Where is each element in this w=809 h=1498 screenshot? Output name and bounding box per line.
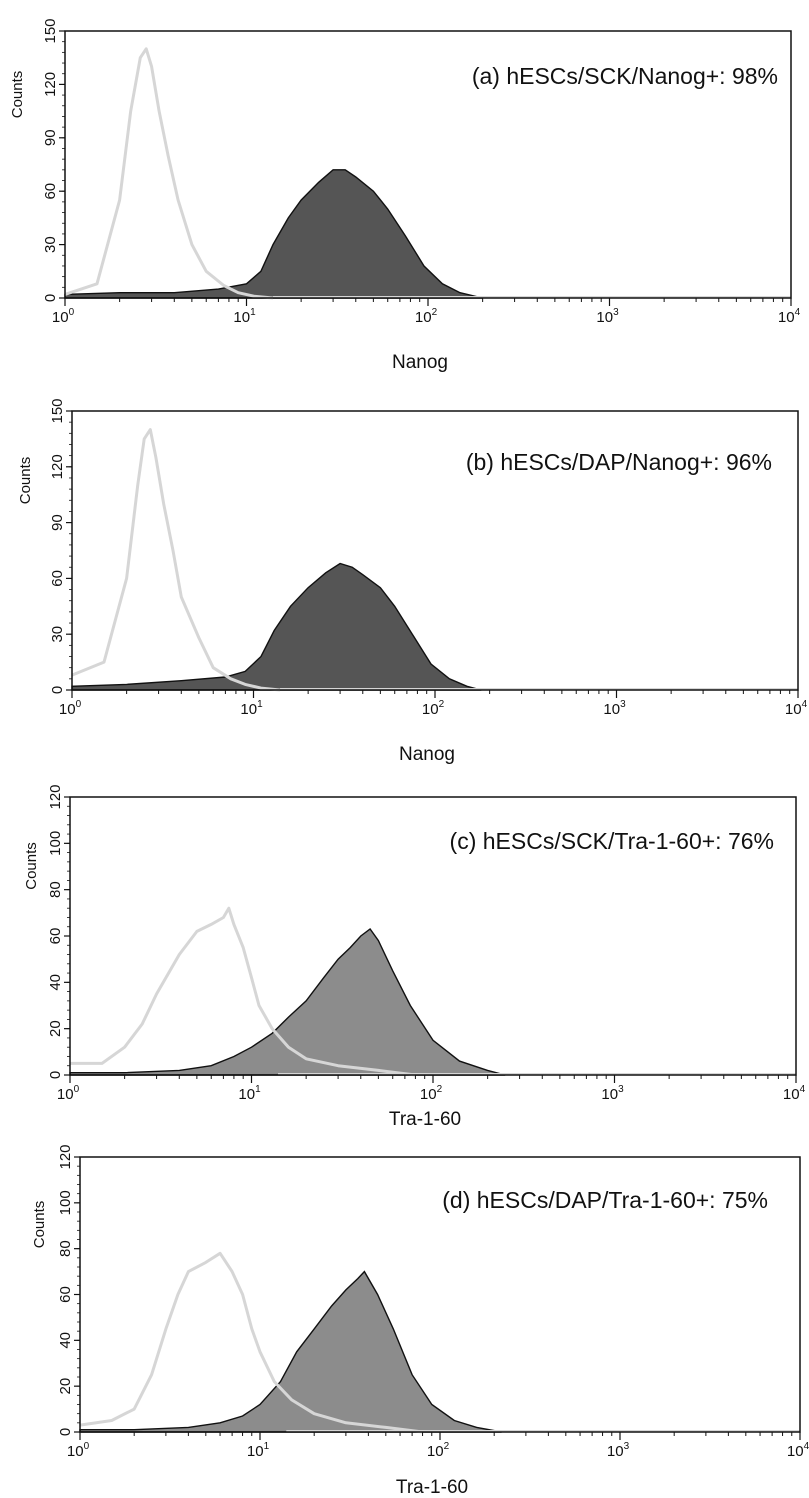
- panel-title: (c) hESCs/SCK/Tra-1-60+: 76%: [450, 828, 774, 854]
- y-tick-label: 0: [42, 294, 59, 302]
- y-tick-label: 0: [47, 1071, 64, 1079]
- control-histogram-line: [71, 428, 281, 692]
- x-tick-label: 100: [57, 1084, 80, 1103]
- y-axis-label: Counts: [23, 842, 40, 890]
- x-axis-label: Nanog: [399, 744, 455, 765]
- x-axis-label: Tra-1-60: [389, 1109, 461, 1130]
- y-tick-label: 20: [47, 1020, 64, 1037]
- y-axis-label: Counts: [17, 457, 34, 505]
- y-tick-label: 0: [57, 1428, 74, 1436]
- histogram-panel-a: 100 101 102 103 104 0 30 60 90 120 150 Counts Nanog (…: [9, 18, 801, 373]
- x-tick-label: 100: [59, 699, 82, 718]
- y-tick-label: 150: [49, 398, 66, 423]
- x-tick-label: 101: [240, 699, 263, 718]
- y-tick-label: 40: [57, 1332, 74, 1349]
- y-tick-label: 90: [42, 129, 59, 146]
- stained-histogram-area: [71, 562, 482, 691]
- panel-title: (a) hESCs/SCK/Nanog+: 98%: [472, 63, 778, 89]
- x-tick-label: 100: [52, 307, 75, 326]
- histogram-panel-c: 100 101 102 103 104 0 20 40 60 80 100 120 Counts Tra-…: [23, 784, 806, 1130]
- y-tick-label: 60: [57, 1286, 74, 1303]
- x-tick-label: 102: [420, 1084, 443, 1103]
- y-tick-label: 20: [57, 1378, 74, 1395]
- y-tick-label: 80: [57, 1240, 74, 1257]
- x-tick-label: 103: [596, 307, 619, 326]
- y-axis-label: Counts: [31, 1201, 48, 1249]
- y-tick-label: 100: [57, 1190, 74, 1215]
- y-tick-label: 0: [49, 686, 66, 694]
- histogram-panel-b: 100 101 102 103 104 0 30 60 90 120 150 Counts Nanog (…: [17, 398, 808, 765]
- y-tick-label: 100: [47, 831, 64, 856]
- x-tick-label: 102: [427, 1441, 450, 1460]
- y-tick-label: 120: [49, 454, 66, 479]
- x-tick-label: 102: [422, 699, 445, 718]
- x-tick-label: 103: [607, 1441, 630, 1460]
- y-tick-label: 60: [49, 570, 66, 587]
- x-axis-label: Nanog: [392, 352, 448, 373]
- x-tick-label: 101: [233, 307, 256, 326]
- y-tick-label: 120: [57, 1144, 74, 1169]
- y-tick-label: 120: [42, 72, 59, 97]
- control-histogram-line: [64, 47, 274, 300]
- x-tick-label: 104: [778, 307, 801, 326]
- control-histogram-line: [79, 1251, 423, 1434]
- y-tick-label: 90: [49, 514, 66, 531]
- y-tick-label: 30: [49, 626, 66, 643]
- stained-histogram-area: [69, 928, 506, 1076]
- stained-histogram-area: [79, 1270, 502, 1433]
- x-tick-label: 103: [603, 699, 626, 718]
- y-tick-label: 80: [47, 881, 64, 898]
- y-tick-label: 120: [47, 784, 64, 809]
- x-tick-label: 101: [247, 1441, 270, 1460]
- y-tick-label: 60: [47, 928, 64, 945]
- y-tick-label: 60: [42, 183, 59, 200]
- stained-histogram-area: [64, 169, 483, 299]
- panel-title: (b) hESCs/DAP/Nanog+: 96%: [466, 449, 772, 475]
- y-tick-label: 40: [47, 974, 64, 991]
- y-tick-label: 150: [42, 18, 59, 43]
- x-tick-label: 103: [601, 1084, 624, 1103]
- x-tick-label: 104: [783, 1084, 806, 1103]
- x-tick-label: 100: [67, 1441, 90, 1460]
- y-axis-label: Counts: [9, 71, 26, 119]
- histogram-panel-d: 100 101 102 103 104 0 20 40 60 80 100 120 Counts Tra-…: [31, 1144, 809, 1498]
- x-tick-label: 104: [785, 699, 808, 718]
- x-axis-label: Tra-1-60: [396, 1477, 468, 1498]
- x-tick-label: 101: [238, 1084, 261, 1103]
- y-tick-label: 30: [42, 236, 59, 253]
- panel-title: (d) hESCs/DAP/Tra-1-60+: 75%: [442, 1187, 768, 1213]
- x-tick-label: 102: [415, 307, 438, 326]
- x-tick-label: 104: [787, 1441, 809, 1460]
- control-histogram-line: [70, 906, 416, 1077]
